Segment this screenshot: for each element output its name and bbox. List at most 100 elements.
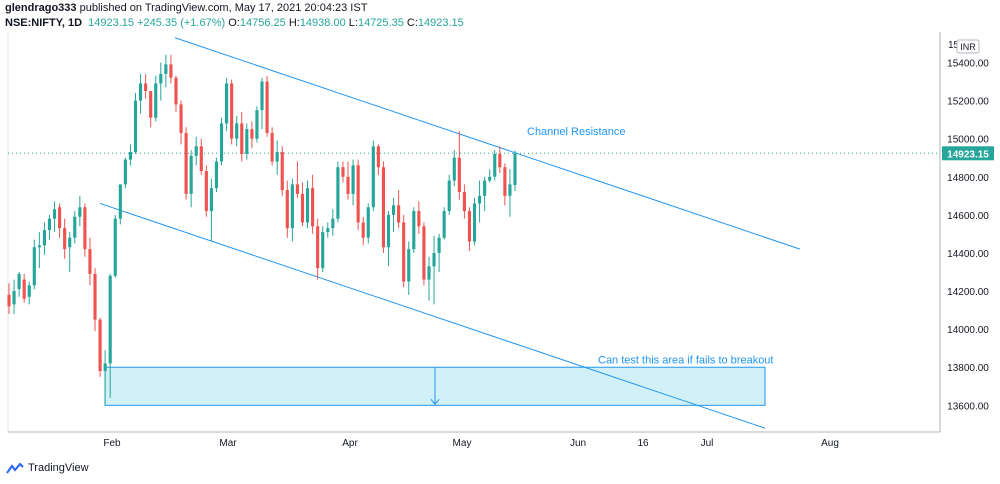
candle <box>189 150 193 208</box>
channel-lines[interactable] <box>8 37 940 429</box>
candle-body <box>154 83 158 118</box>
candle <box>280 146 284 196</box>
candle-body <box>225 83 229 124</box>
candle-body <box>366 207 370 238</box>
candle <box>300 182 305 227</box>
candle <box>285 180 289 238</box>
candle <box>361 216 365 246</box>
candle-body <box>189 155 193 194</box>
candle-body <box>361 222 365 238</box>
ohlc-legend: NSE:NIFTY, 1D 14923.15 +245.35 (+1.67%) … <box>5 17 464 29</box>
low-value: 14725.35 <box>357 17 404 29</box>
candle <box>133 92 138 154</box>
candle <box>255 106 259 143</box>
candle-body <box>255 110 259 139</box>
candle-body <box>493 153 497 177</box>
published-text: published on TradingView.com, May 17, 20… <box>79 2 368 14</box>
candle-body <box>214 161 219 189</box>
candle <box>265 75 269 137</box>
candle <box>98 317 102 377</box>
candle-body <box>422 226 426 280</box>
candle <box>386 211 391 267</box>
annotation-text: Channel Resistance <box>527 126 625 138</box>
candle <box>42 222 46 255</box>
candle-body <box>138 83 143 101</box>
candle-body <box>230 83 234 139</box>
candle-body <box>265 81 269 133</box>
price-axis[interactable]: 13600.00 13800.00 14000.00 14200.00 14400.00… <box>942 39 994 412</box>
candle-body <box>478 195 482 204</box>
channel-upper-line <box>174 37 801 250</box>
price-tick-label: 14600.00 <box>947 211 989 222</box>
support-zone[interactable] <box>104 366 766 406</box>
candle-body <box>483 180 487 196</box>
candle-body <box>123 159 127 185</box>
candle <box>37 232 41 269</box>
candle <box>397 190 401 229</box>
candle-body <box>321 232 325 269</box>
currency-badge: INR <box>956 39 980 54</box>
candle <box>356 159 360 231</box>
candle-body <box>68 237 72 248</box>
candle-body <box>78 207 82 217</box>
channel-lower-line <box>99 202 766 429</box>
candle <box>472 197 477 246</box>
candle <box>260 77 264 130</box>
candle-body <box>12 291 16 305</box>
candle-body <box>437 237 441 253</box>
candle <box>366 203 370 244</box>
candle-body <box>240 123 244 154</box>
candle <box>225 77 229 132</box>
open-value: 14756.25 <box>239 17 286 29</box>
candle <box>47 214 52 240</box>
last-price-tag-label: 14923.15 <box>947 149 989 160</box>
candle <box>326 222 330 238</box>
candle <box>138 73 143 114</box>
candle <box>7 283 11 314</box>
candle-body <box>98 319 102 372</box>
price-tick-label: 15000.00 <box>947 135 989 146</box>
candle <box>52 201 57 232</box>
price-tick-label: 15200.00 <box>947 97 989 108</box>
candle <box>68 232 72 272</box>
open-label: O: <box>228 17 240 29</box>
candle-body <box>27 285 31 297</box>
candle <box>240 112 244 162</box>
candle <box>295 161 299 198</box>
candle <box>199 138 203 175</box>
author-name: glendrago333 <box>5 2 77 14</box>
candle <box>437 233 441 272</box>
candle <box>381 161 386 253</box>
candle-body <box>179 104 183 133</box>
candle-body <box>305 188 310 223</box>
tradingview-brand: TradingView <box>28 462 89 474</box>
candle-body <box>326 228 330 232</box>
publish-info: glendrago333 published on TradingView.co… <box>5 2 367 14</box>
candle <box>483 176 487 212</box>
candle-body <box>290 184 294 229</box>
candle-body <box>58 207 62 229</box>
candle-body <box>47 218 52 231</box>
candle-body <box>432 252 436 267</box>
candle-body <box>113 218 117 276</box>
candle <box>164 54 168 88</box>
candle <box>194 136 198 166</box>
close-label: C: <box>406 17 418 29</box>
candle-body <box>351 165 355 194</box>
price-tick-label: 14800.00 <box>947 173 989 184</box>
candle-body <box>88 249 92 274</box>
candle <box>113 214 117 278</box>
time-axis[interactable]: Feb Mar Apr May Jun 16 Jul Aug <box>103 438 839 449</box>
candle <box>305 180 310 229</box>
candle-body <box>427 266 431 280</box>
candle <box>118 184 122 225</box>
candle <box>513 150 517 191</box>
candle <box>442 207 446 240</box>
candle <box>103 350 107 406</box>
candle-body <box>407 249 411 282</box>
candle <box>275 140 279 175</box>
candle <box>17 272 21 297</box>
candle <box>214 157 219 192</box>
price-tick-label: 14400.00 <box>947 249 989 260</box>
